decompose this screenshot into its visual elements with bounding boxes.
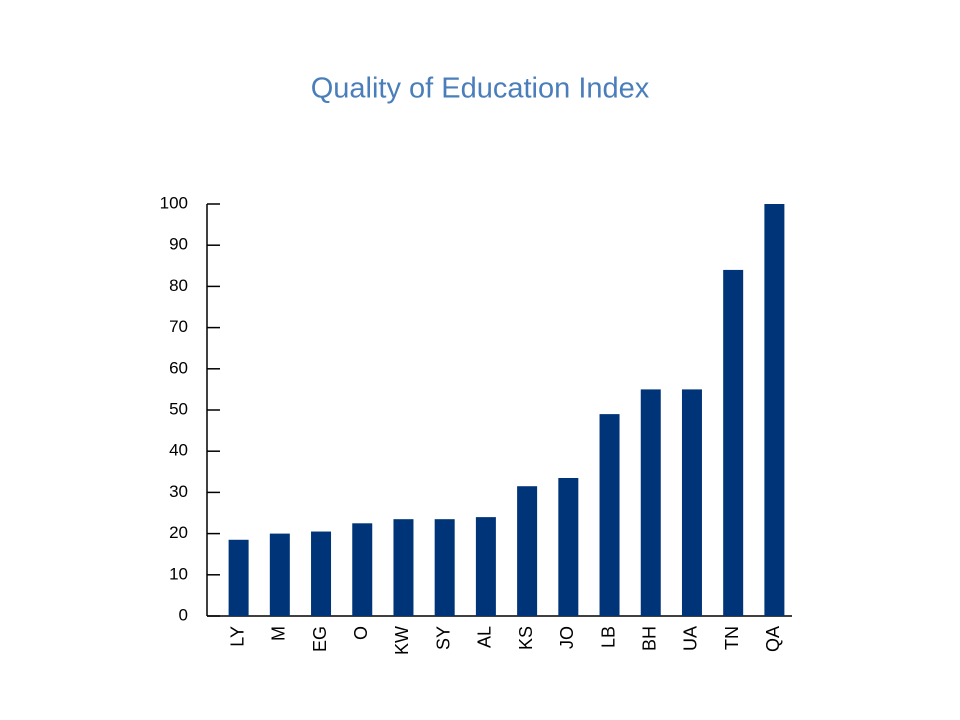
y-tick-label: 50 <box>169 399 188 418</box>
bar <box>311 531 332 616</box>
bar <box>599 414 620 616</box>
chart-title: Quality of Education Index <box>311 73 650 105</box>
bar <box>475 517 496 616</box>
y-tick-label: 70 <box>169 317 188 336</box>
y-tick-label: 20 <box>169 523 188 542</box>
bar <box>393 519 414 616</box>
bar <box>681 389 702 616</box>
bar <box>723 269 744 616</box>
x-tick-label: JO <box>557 626 577 649</box>
x-tick-label: SY <box>433 626 453 650</box>
x-tick-label: AL <box>475 626 495 648</box>
bar <box>352 523 373 616</box>
x-tick-label: KS <box>516 626 536 650</box>
x-tick-label: LB <box>598 626 618 648</box>
bar <box>640 389 661 616</box>
bar <box>558 477 579 616</box>
y-tick-label: 90 <box>169 235 188 254</box>
x-tick-label: KW <box>392 626 412 655</box>
x-tick-label: LY <box>227 626 247 647</box>
x-tick-label: EG <box>310 626 330 652</box>
y-tick-label: 80 <box>169 276 188 295</box>
y-tick-label: 40 <box>169 441 188 460</box>
bar <box>228 539 249 616</box>
x-tick-label: QA <box>763 626 783 652</box>
x-tick-label: BH <box>640 626 660 651</box>
y-tick-label: 60 <box>169 358 188 377</box>
bar <box>764 204 785 616</box>
x-tick-label: O <box>351 626 371 640</box>
y-tick-label: 10 <box>169 564 188 583</box>
x-tick-label: M <box>269 626 289 641</box>
bar <box>517 486 538 616</box>
y-tick-label: 30 <box>169 482 188 501</box>
x-tick-label: TN <box>722 626 742 650</box>
bar <box>269 533 290 616</box>
bar <box>434 519 455 616</box>
y-tick-label: 0 <box>179 605 188 624</box>
y-tick-label: 100 <box>160 193 188 212</box>
x-tick-label: UA <box>681 626 701 651</box>
